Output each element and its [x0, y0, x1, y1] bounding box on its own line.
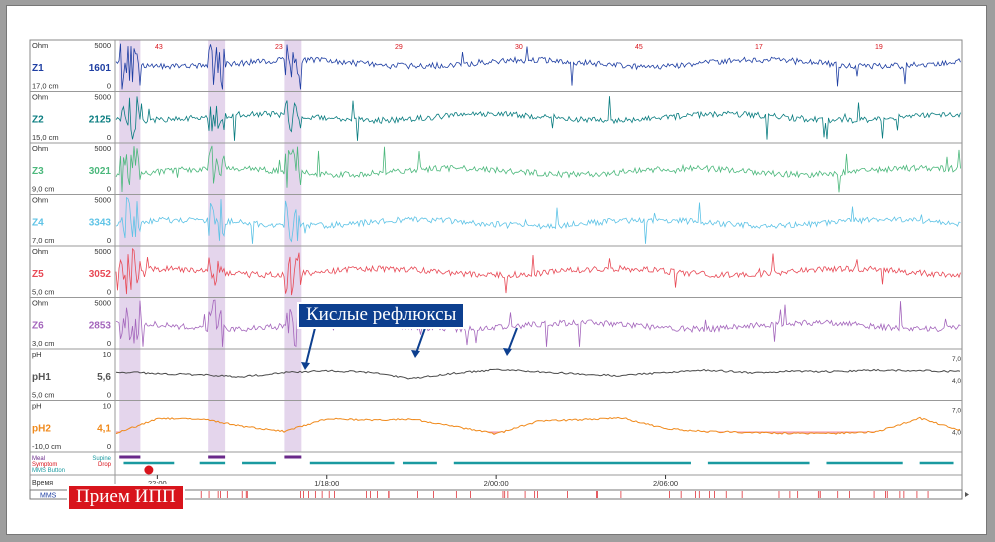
- z-trace-Z2: [115, 96, 961, 141]
- channel-scale-min-6: 0: [107, 391, 111, 400]
- channel-scale-max-0: 5000: [94, 41, 111, 50]
- mms-scrollbar: [29, 489, 963, 500]
- channel-scale-min-3: 0: [107, 236, 111, 245]
- channel-unit-4: Ohm: [32, 247, 48, 256]
- chart-border: [29, 39, 963, 493]
- channel-scale-min-0: 0: [107, 82, 111, 91]
- channel-name-7: pH2: [32, 423, 51, 434]
- time-tick-label-1: 1/18:00: [314, 479, 339, 488]
- channel-value-4: 3052: [89, 269, 112, 280]
- channel-unit-6: pH: [32, 350, 42, 359]
- channel-scale-max-5: 5000: [94, 299, 111, 308]
- channel-scale-min-7: 0: [107, 442, 111, 451]
- channel-unit-0: Ohm: [32, 41, 48, 50]
- channel-scale-min-5: 0: [107, 339, 111, 348]
- event-marker-6: 19: [875, 44, 883, 51]
- drop-label: Drop: [98, 462, 112, 468]
- event-marker-0: 43: [155, 44, 163, 51]
- event-marker-2: 29: [395, 44, 403, 51]
- reflux-arrow-0: [304, 327, 316, 369]
- channel-value-6: 5,6: [97, 372, 111, 383]
- channel-scale-max-1: 5000: [94, 93, 111, 102]
- channel-value-5: 2853: [89, 320, 112, 331]
- channel-name-6: pH1: [32, 372, 51, 383]
- channel-ref-top-6: 7,0: [952, 356, 961, 363]
- channel-scale-max-3: 5000: [94, 196, 111, 205]
- channel-unit-1: Ohm: [32, 93, 48, 102]
- ph2-trace: [115, 416, 961, 435]
- ppi-dose-marker: [144, 465, 154, 475]
- channel-depth-0: 17,0 cm: [32, 82, 59, 91]
- channel-scale-max-7: 10: [103, 402, 111, 411]
- channel-scale-max-4: 5000: [94, 247, 111, 256]
- channel-depth-7: -10,0 cm: [32, 442, 61, 451]
- supine-label: Supine: [92, 456, 111, 462]
- ph1-trace: [115, 368, 961, 380]
- channel-unit-2: Ohm: [32, 144, 48, 153]
- event-marker-1: 23: [275, 44, 283, 51]
- channel-depth-6: 5,0 cm: [32, 391, 55, 400]
- channel-scale-max-6: 10: [103, 350, 111, 359]
- ppi-annotation: Прием ИПП: [67, 484, 185, 511]
- reflux-annotation: Кислые рефлюксы: [297, 302, 466, 329]
- reflux-arrow-head-1: [411, 350, 420, 358]
- channel-unit-7: pH: [32, 402, 42, 411]
- channel-scale-min-1: 0: [107, 133, 111, 142]
- channel-value-3: 3343: [89, 217, 112, 228]
- channel-depth-2: 9,0 cm: [32, 185, 55, 194]
- channel-ref-bottom-7: 4,0: [952, 430, 961, 437]
- channel-ref-top-7: 7,0: [952, 408, 961, 415]
- z-trace-Z1: [115, 43, 961, 90]
- channel-depth-1: 15,0 cm: [32, 133, 59, 142]
- channel-scale-min-4: 0: [107, 288, 111, 297]
- channel-value-7: 4,1: [97, 423, 111, 434]
- z-trace-Z3: [115, 145, 961, 193]
- channel-unit-5: Ohm: [32, 299, 48, 308]
- time-tick-label-3: 2/06:00: [653, 479, 678, 488]
- channel-depth-3: 7,0 cm: [32, 236, 55, 245]
- reflux-arrow-head-2: [503, 348, 512, 356]
- meal-label: Meal: [32, 456, 45, 462]
- channel-name-0: Z1: [32, 63, 44, 74]
- channel-name-1: Z2: [32, 114, 44, 125]
- channel-value-2: 3021: [89, 166, 112, 177]
- channel-depth-5: 3,0 cm: [32, 339, 55, 348]
- channel-scale-min-2: 0: [107, 185, 111, 194]
- event-marker-4: 45: [635, 44, 643, 51]
- channel-name-4: Z5: [32, 269, 44, 280]
- channel-scale-max-2: 5000: [94, 144, 111, 153]
- time-axis-label: Время: [32, 480, 53, 487]
- event-marker-5: 17: [755, 44, 763, 51]
- channel-value-1: 2125: [89, 114, 112, 125]
- z-trace-Z4: [115, 196, 961, 244]
- chart-frame: Ohm 5000 Z1 1601 17,0 cm 0 Ohm 5000 Z2 2125 15,0 c…: [6, 5, 987, 535]
- event-marker-3: 30: [515, 44, 523, 51]
- z-trace-Z5: [115, 247, 961, 296]
- time-tick-label-0: 22:00: [148, 479, 167, 488]
- channel-name-5: Z6: [32, 320, 44, 331]
- reflux-arrow-head-0: [301, 362, 310, 370]
- channel-unit-3: Ohm: [32, 196, 48, 205]
- scroll-right-icon: [965, 492, 969, 497]
- channel-name-2: Z3: [32, 166, 44, 177]
- symptom-label: Symptom: [32, 462, 57, 468]
- channel-ref-bottom-6: 4,0: [952, 378, 961, 385]
- mms-button-label: MMS Button: [32, 468, 65, 474]
- time-tick-label-2: 2/00:00: [484, 479, 509, 488]
- z-trace-Z6: [115, 299, 961, 348]
- impedance-ph-chart: Ohm 5000 Z1 1601 17,0 cm 0 Ohm 5000 Z2 2125 15,0 c…: [29, 39, 969, 500]
- channel-name-3: Z4: [32, 217, 44, 228]
- channel-depth-4: 5,0 cm: [32, 288, 55, 297]
- channel-value-0: 1601: [89, 63, 112, 74]
- mms-label: MMS: [40, 493, 57, 500]
